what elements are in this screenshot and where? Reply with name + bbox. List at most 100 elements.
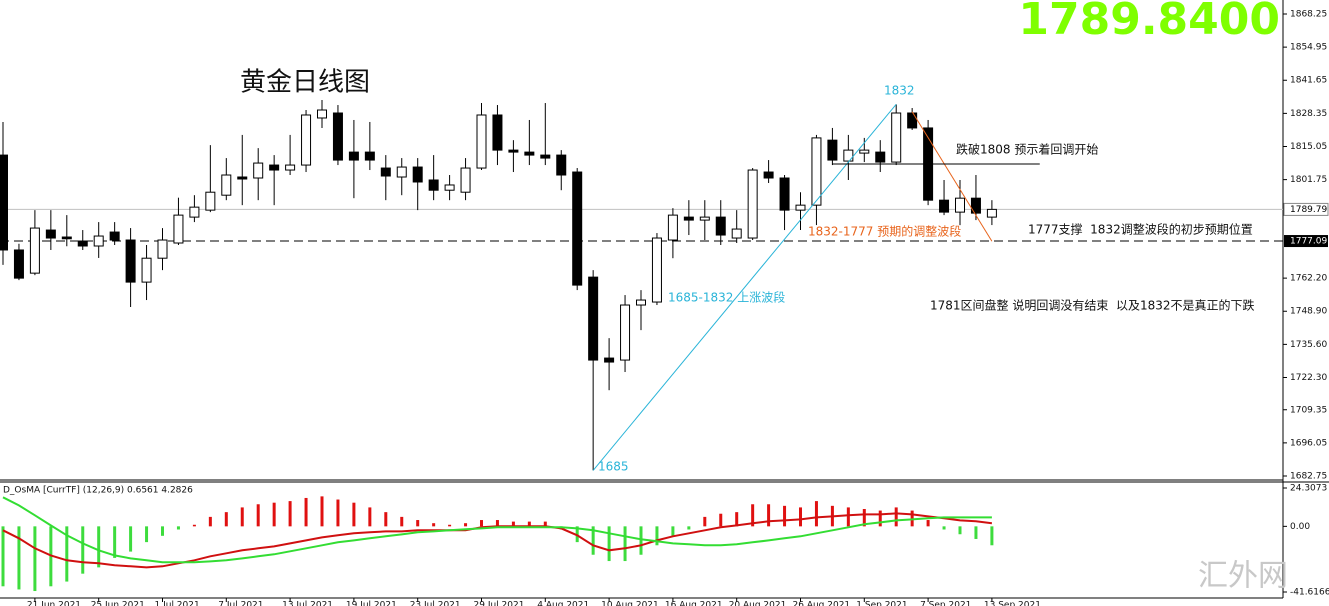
candle-body bbox=[380, 167, 391, 177]
x-tick-label: 1 Sep 2021 bbox=[856, 601, 907, 606]
histogram-bar bbox=[208, 516, 212, 527]
x-tick-label: 13 Jul 2021 bbox=[282, 601, 333, 606]
x-tick-label: 1 Jul 2021 bbox=[155, 601, 200, 606]
candle-body bbox=[237, 176, 248, 180]
candle-body bbox=[428, 179, 439, 191]
annotation: 1832-1777 预期的调整波段 bbox=[808, 224, 961, 239]
histogram-bar bbox=[304, 497, 308, 527]
current-price-label: 1789.79 bbox=[1290, 205, 1327, 215]
candle-body bbox=[588, 276, 599, 361]
histogram-bar bbox=[81, 526, 85, 574]
histogram-bar bbox=[958, 526, 962, 535]
trendline bbox=[911, 111, 993, 242]
candle-body bbox=[891, 112, 902, 163]
candle-body bbox=[13, 249, 24, 279]
candle-body bbox=[29, 227, 40, 274]
histogram-bar bbox=[448, 524, 452, 527]
candle-body bbox=[875, 151, 886, 163]
histogram-bar bbox=[495, 520, 499, 527]
watermark: 汇外网 bbox=[1198, 559, 1288, 594]
candle-body bbox=[556, 154, 567, 176]
histogram-bar bbox=[703, 516, 707, 527]
y-tick-label: 1748.90 bbox=[1290, 307, 1327, 317]
histogram-bar bbox=[814, 501, 818, 527]
candle-body bbox=[827, 139, 838, 161]
histogram-bar bbox=[320, 496, 324, 527]
histogram-bar bbox=[894, 507, 898, 527]
histogram-bar bbox=[97, 526, 101, 568]
histogram-bar bbox=[719, 513, 723, 527]
y-tick-label: 1722.30 bbox=[1290, 373, 1327, 383]
candle-body bbox=[667, 214, 678, 241]
annotation: 1781区间盘整 说明回调没有结束 以及1832不是真正的下跌 bbox=[930, 298, 1255, 313]
x-tick-label: 7 Sep 2021 bbox=[920, 601, 971, 606]
histogram-bar bbox=[655, 526, 659, 546]
candle-body bbox=[843, 149, 854, 162]
indicator-title: D_OsMA [CurrTF] (12,26,9) 0.6561 4.2826 bbox=[3, 486, 193, 496]
histogram-bar bbox=[113, 526, 117, 558]
indicator-line bbox=[2, 496, 992, 564]
y-tick-label: 1828.35 bbox=[1290, 109, 1327, 119]
candle-body bbox=[779, 177, 790, 211]
histogram-bar bbox=[416, 520, 420, 527]
chart-title: 黄金日线图 bbox=[240, 68, 370, 98]
y-tick-label: 1801.75 bbox=[1290, 175, 1327, 185]
candle-body bbox=[253, 162, 264, 179]
candle-body bbox=[348, 151, 359, 161]
y-tick-label: -41.6166 bbox=[1290, 588, 1329, 598]
candle-body bbox=[205, 191, 216, 211]
candle-body bbox=[61, 236, 72, 240]
candle-body bbox=[763, 171, 774, 179]
candle-body bbox=[508, 149, 519, 153]
histogram-bar bbox=[751, 504, 755, 527]
histogram-bar bbox=[878, 510, 882, 527]
candle-body bbox=[859, 149, 870, 154]
annotation: 1832 bbox=[884, 84, 915, 98]
histogram-bar bbox=[671, 526, 675, 536]
histogram-bar bbox=[735, 512, 739, 527]
histogram-bar bbox=[352, 502, 356, 527]
candle-body bbox=[620, 304, 631, 361]
histogram-bar bbox=[33, 526, 37, 592]
candle-body bbox=[651, 237, 662, 303]
histogram-bar bbox=[400, 516, 404, 527]
candle-body bbox=[683, 216, 694, 221]
candle-body bbox=[540, 154, 551, 159]
y-tick-label: 1696.05 bbox=[1290, 438, 1327, 448]
annotation: 1777支撑 1832调整波段的初步预期位置 bbox=[1028, 222, 1253, 237]
annotation: 跌破1808 预示着回调开始 bbox=[956, 142, 1098, 157]
candle-body bbox=[715, 216, 726, 236]
candle-body bbox=[125, 239, 136, 283]
candle-body bbox=[986, 208, 997, 218]
histogram-bar bbox=[607, 526, 611, 562]
histogram-bar bbox=[145, 526, 149, 543]
annotation: 1685 bbox=[598, 460, 629, 474]
histogram-bar bbox=[17, 526, 21, 590]
support-label: 1777.09 bbox=[1290, 237, 1327, 247]
y-tick-label: 1709.35 bbox=[1290, 405, 1327, 415]
current-price-box bbox=[1283, 202, 1329, 216]
x-tick-label: 20 Aug 2021 bbox=[729, 601, 787, 606]
histogram-bar bbox=[1, 526, 5, 587]
support-box bbox=[1284, 235, 1328, 248]
histogram-bar bbox=[129, 526, 133, 552]
candle-body bbox=[221, 174, 232, 196]
x-tick-label: 25 Jun 2021 bbox=[91, 601, 145, 606]
annotation: 1685-1832 上涨波段 bbox=[668, 290, 785, 305]
candle-body bbox=[269, 164, 280, 171]
candle-body bbox=[795, 204, 806, 211]
histogram-bar bbox=[862, 508, 866, 527]
histogram-bar bbox=[543, 521, 547, 527]
histogram-bar bbox=[176, 526, 180, 530]
x-tick-label: 10 Aug 2021 bbox=[601, 601, 659, 606]
histogram-bar bbox=[240, 507, 244, 527]
y-tick-label: 1868.25 bbox=[1290, 10, 1327, 20]
candle-body bbox=[0, 154, 8, 251]
histogram-bar bbox=[926, 520, 930, 527]
histogram-bar bbox=[783, 505, 787, 527]
candle-body bbox=[460, 167, 471, 193]
histogram-bar bbox=[161, 526, 164, 536]
y-tick-label: 1735.60 bbox=[1290, 340, 1327, 350]
